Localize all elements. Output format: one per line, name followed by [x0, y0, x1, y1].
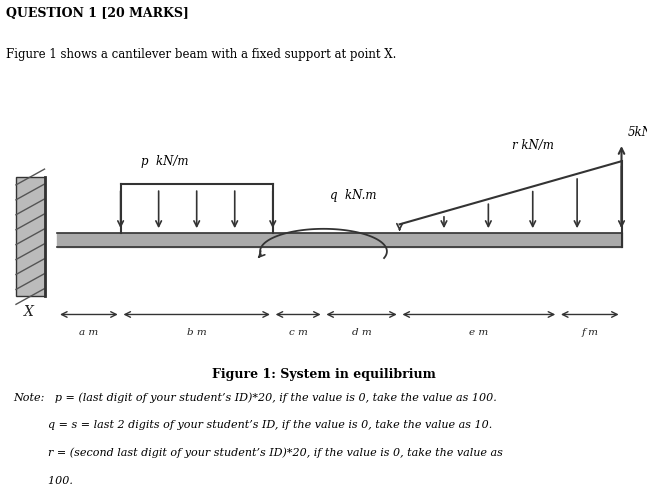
- Text: QUESTION 1 [20 MARKS]: QUESTION 1 [20 MARKS]: [6, 7, 190, 20]
- Text: d m: d m: [352, 328, 371, 337]
- Text: p  kN/m: p kN/m: [141, 155, 189, 168]
- Text: 5kN: 5kN: [628, 125, 647, 139]
- Text: q = s = last 2 digits of your student’s ID, if the value is 0, take the value as: q = s = last 2 digits of your student’s …: [13, 420, 492, 430]
- Text: q  kN.m: q kN.m: [330, 189, 377, 202]
- Text: X: X: [24, 305, 34, 319]
- Text: f m: f m: [581, 328, 598, 337]
- Text: r = (second last digit of your student’s ID)*20, if the value is 0, take the val: r = (second last digit of your student’s…: [13, 448, 503, 458]
- Text: r kN/m: r kN/m: [512, 139, 554, 152]
- Text: e m: e m: [469, 328, 488, 337]
- Text: c m: c m: [289, 328, 307, 337]
- Text: Note:   p = (last digit of your student’s ID)*20, if the value is 0, take the va: Note: p = (last digit of your student’s …: [13, 392, 497, 403]
- FancyBboxPatch shape: [16, 177, 45, 296]
- Text: Figure 1 shows a cantilever beam with a fixed support at point X.: Figure 1 shows a cantilever beam with a …: [6, 48, 397, 61]
- Text: b m: b m: [187, 328, 206, 337]
- Text: 100.: 100.: [13, 476, 73, 486]
- Text: a m: a m: [80, 328, 98, 337]
- Text: Figure 1: System in equilibrium: Figure 1: System in equilibrium: [212, 368, 435, 381]
